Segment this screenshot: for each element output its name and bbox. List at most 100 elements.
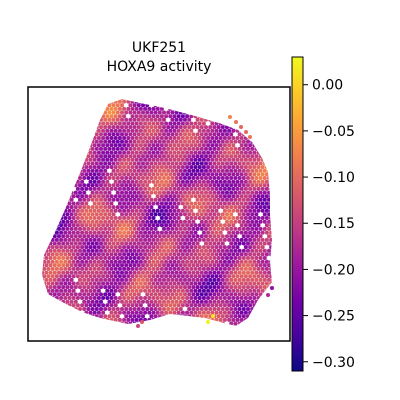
spot — [149, 190, 154, 195]
spot — [197, 143, 202, 148]
spot — [216, 103, 221, 108]
spot — [82, 205, 87, 210]
spot — [155, 325, 160, 326]
spot — [273, 296, 277, 300]
spot — [132, 197, 137, 202]
spot — [44, 110, 49, 115]
spot — [208, 125, 213, 130]
spot — [73, 263, 78, 268]
spot — [239, 296, 244, 300]
spot — [130, 252, 135, 257]
spot — [269, 281, 272, 286]
spot — [115, 110, 120, 115]
spot — [237, 212, 242, 217]
spot — [67, 252, 72, 257]
spot — [168, 245, 173, 250]
spot — [275, 169, 279, 173]
spot — [212, 219, 217, 224]
spot — [147, 194, 152, 199]
spot — [227, 136, 232, 140]
spot — [42, 201, 47, 206]
spot — [241, 307, 246, 311]
spot — [231, 136, 236, 140]
spot — [170, 270, 175, 275]
spot — [111, 219, 116, 224]
spot — [36, 132, 40, 136]
spot — [107, 219, 112, 224]
spot — [84, 223, 89, 228]
spot — [256, 303, 261, 308]
spot — [46, 310, 51, 315]
spot — [271, 234, 272, 239]
spot — [237, 285, 242, 290]
spot — [159, 266, 164, 271]
spot — [271, 154, 272, 159]
spot — [86, 132, 91, 137]
spot — [216, 205, 221, 210]
spot — [61, 292, 66, 297]
spot — [254, 146, 259, 151]
spot — [216, 234, 221, 239]
spot — [99, 154, 103, 159]
spot — [235, 186, 240, 191]
spot — [73, 168, 78, 173]
spot — [42, 114, 43, 119]
spot — [54, 259, 59, 264]
spot — [271, 103, 272, 108]
spot — [241, 103, 246, 108]
spot — [256, 281, 261, 286]
spot — [262, 99, 267, 100]
spot — [227, 274, 232, 279]
spot — [243, 237, 248, 242]
spot — [187, 161, 192, 166]
spot — [157, 256, 162, 260]
spot — [159, 252, 164, 257]
spot — [220, 248, 225, 253]
spot — [101, 128, 106, 133]
spot — [172, 310, 177, 315]
spot — [218, 230, 223, 235]
spot — [225, 256, 229, 260]
spot — [254, 219, 259, 224]
spot — [222, 281, 227, 286]
spot — [73, 299, 78, 304]
spot — [248, 296, 253, 300]
spot — [260, 194, 265, 199]
spot — [273, 260, 277, 264]
spot — [105, 252, 110, 257]
spot — [134, 186, 139, 191]
spot — [227, 186, 232, 191]
spot — [269, 201, 272, 206]
spot — [111, 314, 116, 319]
spot — [206, 136, 211, 140]
spot — [214, 179, 219, 184]
spot — [267, 176, 271, 180]
spot — [260, 128, 265, 133]
spot — [149, 321, 154, 326]
spot — [254, 263, 259, 268]
spot — [164, 325, 169, 326]
spot — [99, 256, 103, 260]
spot — [59, 274, 64, 279]
spot — [65, 285, 70, 290]
spot — [132, 190, 137, 195]
spot — [271, 248, 272, 253]
spot — [111, 161, 116, 166]
spot — [193, 143, 198, 148]
spot — [73, 154, 78, 159]
spot — [126, 179, 131, 184]
spot — [48, 168, 53, 173]
spot — [258, 234, 263, 239]
spot — [65, 292, 70, 297]
spot — [162, 176, 166, 180]
spot — [201, 136, 206, 140]
spot — [164, 143, 169, 148]
spot — [252, 310, 257, 315]
spot — [120, 270, 124, 275]
spot — [237, 270, 242, 275]
spot — [90, 314, 95, 319]
spot — [54, 172, 59, 177]
spot — [149, 234, 154, 239]
spot — [149, 197, 154, 202]
spot — [162, 197, 166, 202]
